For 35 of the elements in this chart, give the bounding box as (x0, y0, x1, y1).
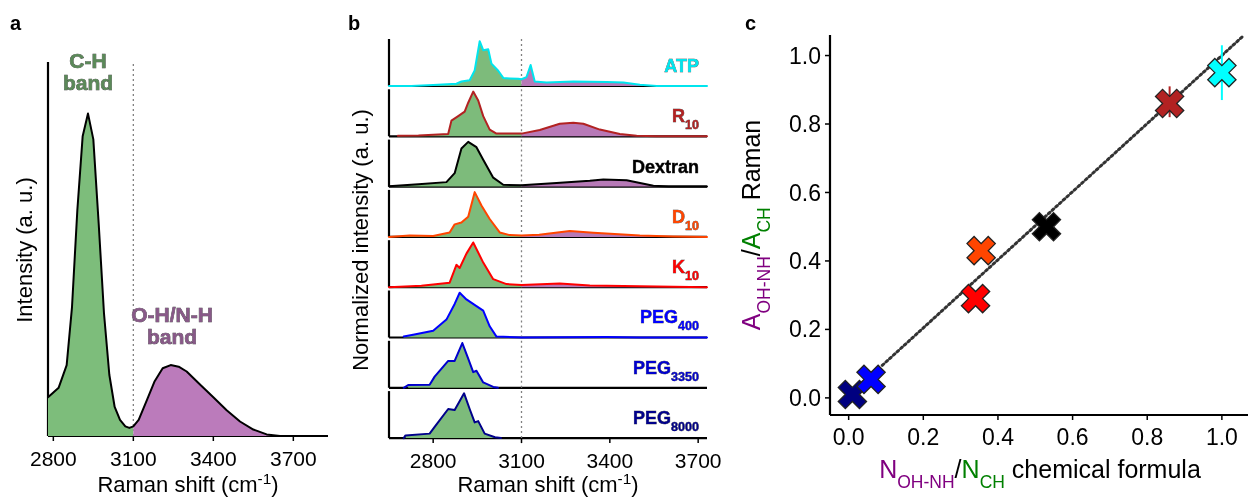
x-tick-label: 0.4 (981, 424, 1015, 450)
annotation: O-H/N-H band (131, 303, 213, 348)
chart-title: b (348, 12, 361, 34)
y-tick-label: 0.6 (789, 179, 821, 206)
x-tick-label: 0.8 (1131, 424, 1164, 450)
series-label: K$_{10}$ (671, 257, 699, 284)
x-tick-label: 0.6 (1056, 424, 1089, 450)
series-label: Dextran (631, 156, 699, 177)
text: PEG$_{8000}$ (632, 408, 699, 434)
y-tick-label: 0.4 (789, 248, 822, 274)
y-tick-label: 0.0 (789, 384, 821, 411)
chart-title: a (10, 12, 22, 34)
series-label: R$_{10}$ (671, 106, 699, 133)
x-tick-label: 0.0 (832, 424, 865, 450)
x-tick-label: 2800 (409, 449, 457, 473)
series-label: ATP (664, 55, 699, 76)
y-tick-label: 0.8 (789, 111, 821, 138)
y-axis-title: Intensity (a. u.) (12, 177, 37, 323)
x-tick-label: 0.2 (907, 424, 940, 450)
x-axis-title: N$_{OH-NH}$/N$_{CH}$ chemical formula (879, 455, 1201, 492)
y-axis-title: Normalized intensity (a. u.) (348, 109, 373, 371)
x-tick-label: 3100 (109, 447, 157, 470)
x-tick-label: 2800 (29, 447, 77, 470)
text: PEG$_{3350}$ (632, 357, 699, 384)
y-tick-label: 1.0 (789, 42, 821, 69)
y-tick-label: 0.2 (789, 316, 821, 343)
x-tick-label: 3400 (189, 447, 237, 470)
x-tick-label: 3700 (269, 447, 317, 470)
text: C-H band (62, 49, 114, 94)
x-tick-label: 3700 (674, 449, 722, 473)
chart-title: c (745, 12, 757, 34)
series-label: PEG$_{400}$ (639, 307, 699, 334)
x-axis-title: Raman shift (cm$^{-1}$) (97, 469, 279, 497)
x-tick-label: 1.0 (1205, 424, 1238, 450)
series-label: D$_{10}$ (671, 206, 699, 233)
